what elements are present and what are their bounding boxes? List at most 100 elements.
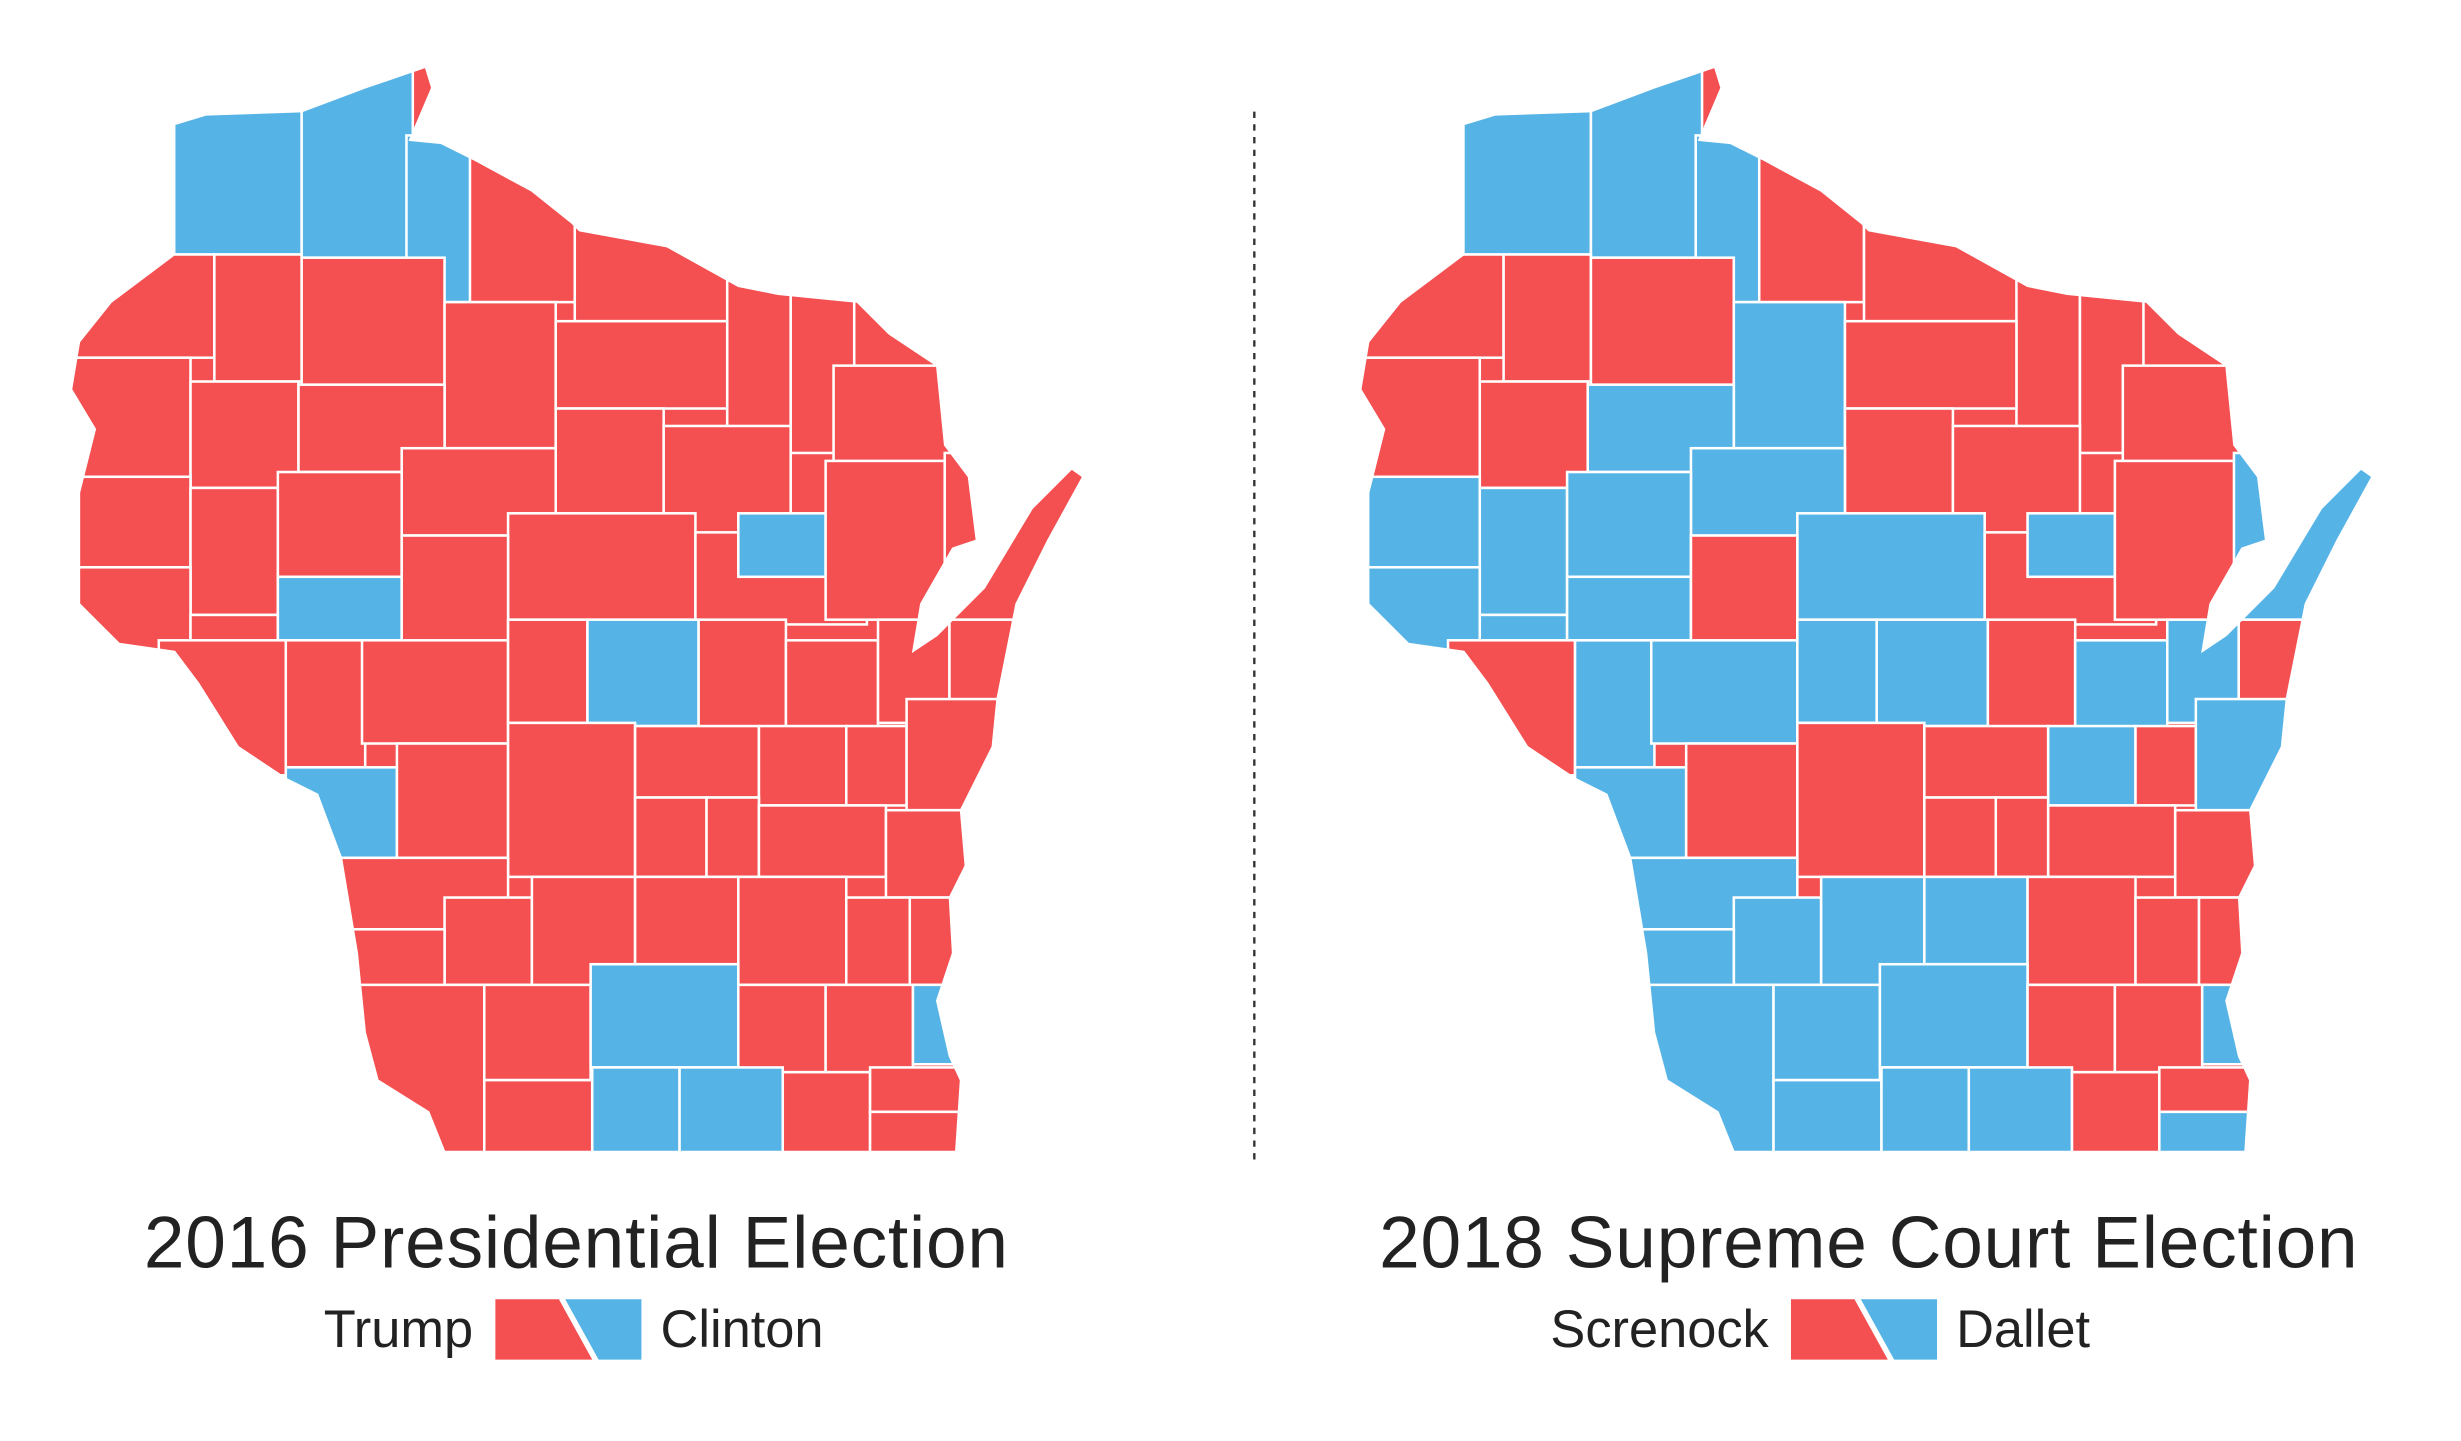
county-region <box>1565 470 1693 579</box>
county-region <box>1796 512 1986 621</box>
county-region <box>443 896 534 987</box>
map-title-2016: 2016 Presidential Election <box>144 1202 1009 1283</box>
county-region <box>506 512 697 621</box>
county-region <box>2046 724 2137 807</box>
county-region <box>468 150 577 304</box>
county-region <box>1589 67 1704 259</box>
county-region <box>781 1070 872 1152</box>
county-region <box>1573 639 1656 769</box>
county-region <box>705 796 761 879</box>
legend-swatch-blue <box>565 1299 642 1360</box>
county-region <box>911 983 970 1066</box>
county-region <box>1843 319 2018 410</box>
legend-swatch-2016 <box>495 1299 642 1360</box>
county-region <box>908 896 967 987</box>
county-region <box>1796 618 1878 725</box>
county-region <box>725 277 792 447</box>
legend-label-trump: Trump <box>324 1301 473 1359</box>
county-region <box>2073 639 2169 729</box>
county-region <box>300 256 446 386</box>
map-2018-supreme-court <box>1359 66 2374 1153</box>
county-region <box>868 1110 970 1152</box>
county-region <box>157 639 288 777</box>
county-region <box>737 983 827 1074</box>
county-region <box>590 1066 681 1152</box>
county-region <box>276 575 403 642</box>
county-region <box>1923 875 2029 966</box>
state-shape <box>71 67 1083 1152</box>
county-region <box>1772 983 1882 1082</box>
county-region <box>697 618 788 733</box>
county-region <box>1502 253 1593 383</box>
county-region <box>844 724 908 807</box>
county-region <box>2173 808 2264 899</box>
county-region <box>737 875 848 987</box>
county-region <box>573 221 743 323</box>
county-region <box>1862 221 2032 323</box>
state-shape <box>1360 67 2373 1152</box>
county-region <box>1772 1078 1883 1152</box>
map-title-2018: 2018 Supreme Court Election <box>1379 1202 2358 1283</box>
county-region <box>189 486 280 617</box>
county-region <box>71 253 216 359</box>
county-region <box>2026 512 2117 579</box>
county-region <box>482 1078 594 1152</box>
county-region <box>1878 962 2029 1069</box>
county-region <box>2134 724 2198 807</box>
county-region <box>868 1066 970 1114</box>
county-region <box>71 475 192 574</box>
county-region <box>633 875 740 966</box>
legend-label-clinton: Clinton <box>661 1301 824 1359</box>
county-region <box>1446 67 1593 256</box>
county-region <box>189 380 300 490</box>
county-region <box>2026 875 2137 987</box>
county-region <box>678 1066 785 1152</box>
county-region <box>213 253 303 383</box>
county-region <box>1478 380 1590 490</box>
county-region <box>554 407 665 518</box>
county-region <box>2026 983 2117 1074</box>
legend-swatch-2018 <box>1790 1299 1938 1360</box>
county-region <box>482 983 592 1082</box>
county-region <box>1573 766 1688 860</box>
county-region <box>589 962 740 1069</box>
county-region <box>1986 618 2077 733</box>
county-region <box>1967 1066 2074 1152</box>
county-region <box>2046 804 2177 879</box>
county-region <box>737 512 827 579</box>
county-region <box>1732 300 1847 450</box>
legend-label-dallet: Dallet <box>1956 1301 2090 1359</box>
county-region <box>633 796 708 879</box>
legend-label-screnock: Screnock <box>1550 1301 1769 1359</box>
county-region <box>1875 618 1990 728</box>
map-2016-presidential <box>70 66 1084 1153</box>
county-region <box>2070 1070 2161 1152</box>
county-region <box>2237 618 2304 709</box>
county-region <box>1880 1066 1971 1152</box>
county-region <box>554 319 729 410</box>
county-region <box>284 639 367 769</box>
county-region <box>1360 475 1482 574</box>
county-region <box>757 724 848 807</box>
county-region <box>757 804 888 879</box>
legend-swatch-red <box>495 1299 593 1360</box>
county-region <box>2113 983 2204 1074</box>
county-region <box>1843 407 1955 518</box>
county-region <box>1360 356 1482 479</box>
county-region <box>2158 1066 2260 1114</box>
county-region <box>2200 983 2260 1066</box>
state-border <box>1359 66 2374 1153</box>
county-region <box>1757 150 1866 304</box>
county-region <box>1684 742 1799 860</box>
county-region <box>2134 896 2201 987</box>
legend-swatch-red <box>1790 1299 1888 1360</box>
county-region <box>1732 896 1823 987</box>
county-region <box>784 639 880 729</box>
county-region <box>443 300 557 450</box>
county-region <box>884 808 975 899</box>
county-region <box>1994 796 2050 879</box>
county-region <box>2197 896 2256 987</box>
county-region <box>506 721 637 879</box>
county-region <box>1589 256 1736 386</box>
